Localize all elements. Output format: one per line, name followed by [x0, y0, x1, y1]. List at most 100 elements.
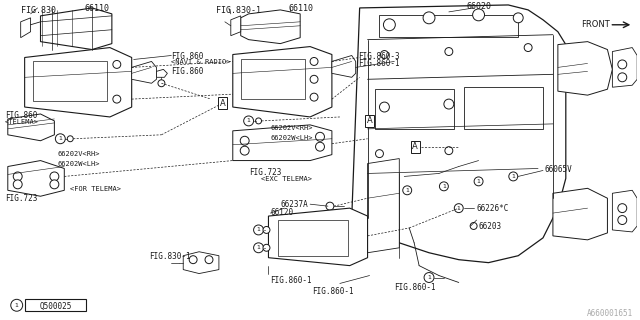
- Text: 1: 1: [477, 179, 481, 184]
- Text: FIG.830: FIG.830: [20, 6, 56, 15]
- Text: 66065V: 66065V: [545, 164, 573, 173]
- Circle shape: [253, 243, 264, 253]
- Circle shape: [205, 256, 213, 264]
- Polygon shape: [233, 47, 332, 117]
- Polygon shape: [553, 188, 607, 240]
- Text: FIG.860: FIG.860: [172, 68, 204, 76]
- Circle shape: [474, 177, 483, 186]
- Polygon shape: [183, 252, 219, 274]
- Circle shape: [158, 80, 165, 87]
- Polygon shape: [8, 161, 64, 196]
- Text: 66202W<LH>: 66202W<LH>: [271, 135, 313, 141]
- Bar: [241, 60, 305, 99]
- Circle shape: [316, 142, 324, 151]
- Text: FIG.860-1: FIG.860-1: [312, 287, 354, 296]
- Text: FIG.860: FIG.860: [172, 52, 204, 60]
- Polygon shape: [231, 16, 241, 36]
- Circle shape: [383, 19, 396, 31]
- Text: 66120: 66120: [271, 208, 294, 217]
- Circle shape: [513, 13, 523, 23]
- Text: 66202W<LH>: 66202W<LH>: [58, 161, 100, 167]
- Polygon shape: [612, 48, 637, 87]
- Circle shape: [376, 150, 383, 157]
- Text: 1: 1: [457, 206, 461, 211]
- Circle shape: [263, 227, 270, 233]
- Text: A: A: [412, 142, 418, 151]
- Text: 1: 1: [15, 303, 19, 308]
- Text: FIG.723: FIG.723: [5, 194, 37, 203]
- Circle shape: [263, 244, 270, 251]
- Polygon shape: [558, 42, 612, 95]
- Circle shape: [440, 182, 449, 191]
- Bar: [33, 61, 107, 101]
- Text: FIG.860-1: FIG.860-1: [358, 60, 399, 68]
- Text: 1: 1: [511, 174, 515, 179]
- Circle shape: [470, 222, 477, 229]
- Circle shape: [253, 225, 264, 235]
- Bar: [278, 220, 348, 256]
- Text: <FOR TELEMA>: <FOR TELEMA>: [70, 186, 121, 192]
- Bar: [374, 89, 454, 129]
- Circle shape: [113, 60, 121, 68]
- Circle shape: [11, 299, 22, 311]
- Polygon shape: [20, 18, 31, 38]
- Circle shape: [310, 75, 318, 83]
- Text: 66203: 66203: [479, 222, 502, 231]
- Polygon shape: [40, 8, 112, 50]
- Text: 66237A: 66237A: [280, 200, 308, 209]
- Circle shape: [240, 146, 249, 155]
- Text: FIG.830-1: FIG.830-1: [216, 6, 261, 15]
- Circle shape: [326, 202, 334, 210]
- Text: A: A: [220, 99, 226, 108]
- Circle shape: [310, 58, 318, 65]
- Circle shape: [423, 12, 435, 24]
- Bar: [380, 15, 518, 37]
- Text: 1: 1: [442, 184, 446, 189]
- Text: 1: 1: [405, 188, 409, 193]
- Circle shape: [509, 172, 518, 181]
- Circle shape: [13, 180, 22, 189]
- Circle shape: [444, 99, 454, 109]
- Circle shape: [50, 172, 59, 181]
- Polygon shape: [268, 208, 367, 266]
- Bar: [25, 299, 86, 311]
- Text: 66202V<RH>: 66202V<RH>: [271, 125, 313, 131]
- Text: <TELEMA>: <TELEMA>: [5, 119, 39, 125]
- Circle shape: [189, 256, 197, 264]
- Text: A: A: [367, 116, 372, 125]
- Polygon shape: [233, 125, 332, 161]
- Text: 66110: 66110: [84, 4, 109, 13]
- Text: 66202V<RH>: 66202V<RH>: [58, 151, 100, 157]
- Circle shape: [618, 216, 627, 225]
- Circle shape: [244, 116, 253, 126]
- Circle shape: [424, 273, 434, 283]
- Circle shape: [310, 93, 318, 101]
- Polygon shape: [132, 61, 156, 83]
- Polygon shape: [156, 69, 168, 77]
- Circle shape: [13, 172, 22, 181]
- Text: A660001651: A660001651: [587, 309, 633, 318]
- Text: 1: 1: [427, 275, 431, 280]
- Circle shape: [445, 147, 453, 155]
- Text: <EXC TELEMA>: <EXC TELEMA>: [260, 176, 312, 182]
- Text: FRONT: FRONT: [580, 20, 609, 29]
- Text: Q500025: Q500025: [39, 302, 72, 311]
- Text: FIG.860-1: FIG.860-1: [394, 284, 436, 292]
- Circle shape: [380, 51, 388, 59]
- Polygon shape: [367, 159, 399, 253]
- Circle shape: [618, 204, 627, 212]
- Text: 66020: 66020: [467, 2, 492, 11]
- Text: 66110: 66110: [288, 4, 314, 13]
- Text: 66226*C: 66226*C: [477, 204, 509, 213]
- Text: FIG.860-3: FIG.860-3: [358, 52, 399, 60]
- Circle shape: [618, 60, 627, 69]
- Polygon shape: [612, 190, 637, 232]
- Text: FIG.860-1: FIG.860-1: [271, 276, 312, 284]
- Circle shape: [56, 134, 65, 144]
- Polygon shape: [25, 48, 132, 117]
- Circle shape: [618, 73, 627, 82]
- Circle shape: [113, 95, 121, 103]
- Text: FIG.860: FIG.860: [5, 111, 37, 120]
- Polygon shape: [8, 114, 54, 141]
- Text: 1: 1: [58, 136, 62, 141]
